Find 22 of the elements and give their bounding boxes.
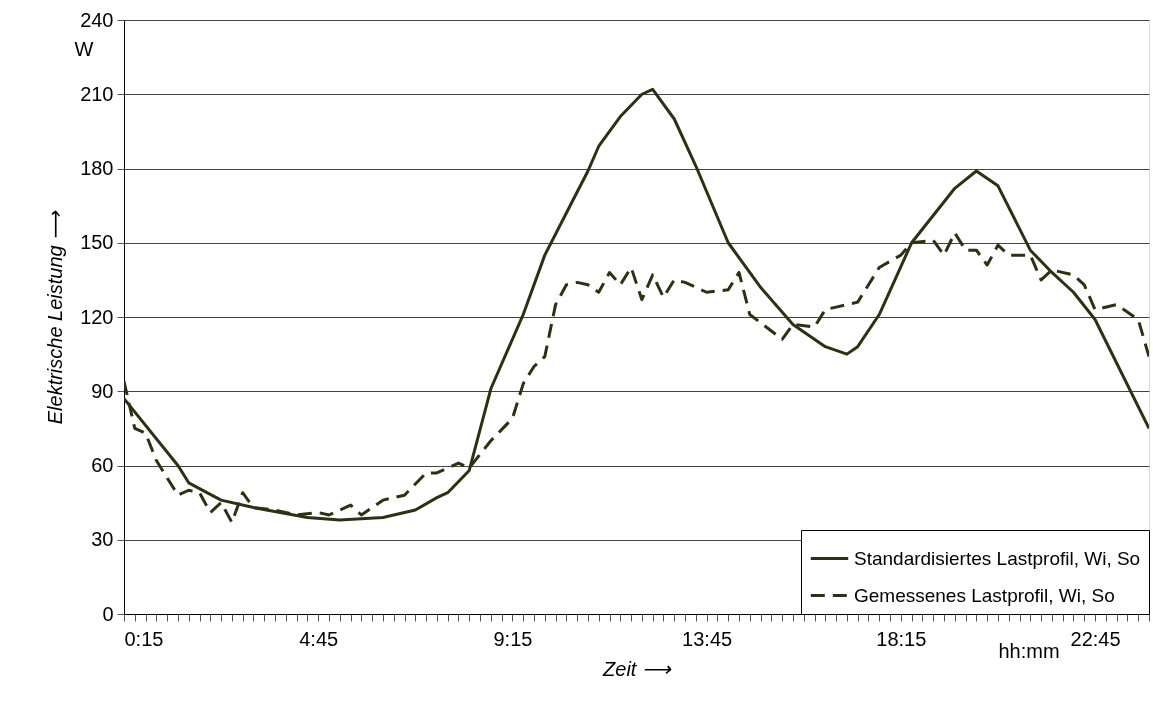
x-tick-label: 0:15 xyxy=(124,627,164,650)
x-axis-title: Zeit ⟶ xyxy=(602,657,672,680)
y-tick-label: 0 xyxy=(102,602,114,625)
x-tick-label: 9:15 xyxy=(493,627,533,650)
legend-label: Gemessenes Lastprofil, Wi, So xyxy=(854,584,1115,606)
text: hh:mm xyxy=(998,640,1060,662)
y-tick-label: 30 xyxy=(91,528,114,551)
y-tick-label: 120 xyxy=(80,305,114,328)
line-series xyxy=(124,87,1149,522)
legend-label: Standardisiertes Lastprofil, Wi, So xyxy=(854,547,1141,569)
y-axis-title: Elektrische Leistung ⟶ xyxy=(44,209,67,425)
y-tick-label: 150 xyxy=(80,231,114,254)
y-tick-label: 240 xyxy=(80,8,114,31)
text: W xyxy=(74,38,94,60)
x-tick-label: 4:45 xyxy=(299,627,339,650)
x-tick-label: 18:15 xyxy=(876,627,927,650)
y-tick-label: 90 xyxy=(91,379,114,402)
y-tick-label: 60 xyxy=(91,454,114,476)
y-tick-label: 180 xyxy=(80,157,114,179)
x-tick-label: 13:45 xyxy=(682,627,733,650)
y-tick-label: 210 xyxy=(80,82,114,105)
x-tick-label: 22:45 xyxy=(1070,627,1121,650)
